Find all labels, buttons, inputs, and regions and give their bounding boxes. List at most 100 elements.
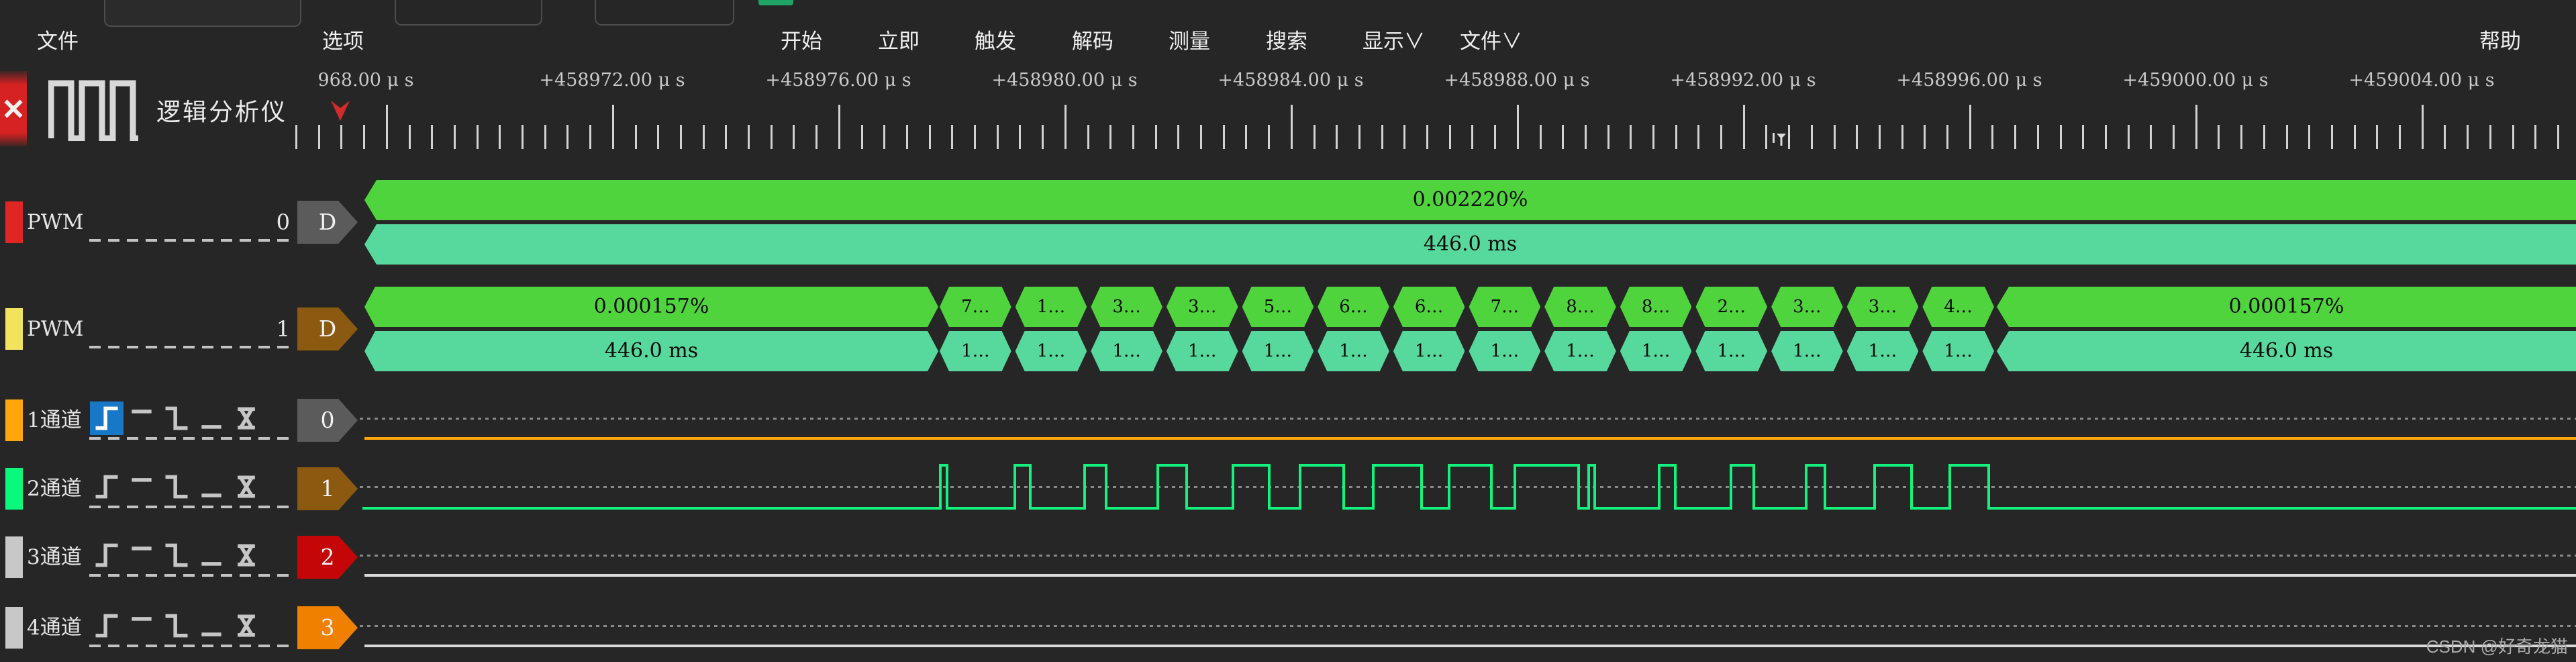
ruler-minor-tick	[1042, 125, 1044, 149]
toolbar-box-3[interactable]	[595, 0, 734, 26]
channel-tag[interactable]: 1	[297, 467, 358, 510]
toolbar-box-2[interactable]	[395, 0, 542, 26]
toolbar-green-indicator[interactable]	[758, 0, 793, 5]
ruler-minor-tick	[1223, 125, 1225, 149]
ruler-major-tick	[1517, 105, 1519, 149]
trigger-high-level-icon[interactable]	[125, 538, 158, 572]
ruler-minor-tick	[2489, 125, 2491, 149]
channel-tag-label: D	[318, 316, 337, 342]
ruler-minor-tick	[1155, 125, 1157, 149]
channel-waveform	[362, 463, 2576, 511]
ruler-minor-tick	[2014, 125, 2016, 149]
ruler-minor-tick	[1449, 125, 1451, 149]
ruler-minor-tick	[793, 125, 795, 149]
menu-item-measure[interactable]: 测量	[1169, 30, 1210, 53]
ruler-minor-tick	[2037, 125, 2039, 149]
pwm-duty-segment: 0.000157%	[1997, 287, 2576, 327]
ruler-minor-tick	[929, 125, 931, 149]
trigger-falling-edge-icon[interactable]	[160, 401, 193, 435]
trigger-falling-edge-icon[interactable]	[160, 609, 193, 643]
channel-tag-label: 2	[320, 544, 335, 570]
menu-item-trigger[interactable]: 触发	[975, 30, 1016, 53]
ruler-minor-tick	[861, 125, 863, 149]
ruler-timestamp: 968.00 μ s	[317, 70, 414, 91]
trigger-position-marker[interactable]	[331, 101, 350, 121]
ruler-minor-tick	[2286, 125, 2288, 149]
pwm-burst-period-cell: 1…	[1318, 331, 1389, 371]
ruler-minor-tick	[1314, 125, 1316, 149]
ruler-minor-tick	[1471, 125, 1473, 149]
ruler-minor-tick	[2512, 125, 2514, 149]
ruler-minor-tick	[499, 125, 501, 149]
channel-name-label: PWM	[27, 317, 84, 341]
channel-tag[interactable]: D	[297, 308, 358, 350]
channel-color-swatch[interactable]	[5, 201, 23, 243]
ruler-minor-tick	[1245, 125, 1247, 149]
ruler-minor-tick	[1630, 125, 1632, 149]
pwm-burst-period-cell: 1…	[1015, 331, 1087, 371]
close-button[interactable]	[0, 71, 27, 146]
trigger-rising-edge-icon[interactable]	[90, 538, 123, 572]
menu-item-display[interactable]: 显示∨	[1363, 30, 1425, 53]
menu-item-decode[interactable]: 解码	[1072, 30, 1113, 53]
channel-color-swatch[interactable]	[5, 607, 23, 649]
channel-color-swatch[interactable]	[5, 536, 23, 578]
trigger-any-edge-icon[interactable]	[230, 470, 263, 504]
menu-item-immediate[interactable]: 立即	[878, 30, 920, 53]
menu-item-search[interactable]: 搜索	[1266, 30, 1307, 53]
trigger-rising-edge-icon[interactable]	[90, 401, 123, 435]
menu-item-options[interactable]: 选项	[322, 30, 364, 53]
trigger-any-edge-icon[interactable]	[230, 401, 263, 435]
ruler-minor-tick	[1652, 125, 1654, 149]
trigger-high-level-icon[interactable]	[125, 401, 158, 435]
ruler-minor-tick	[2173, 125, 2175, 149]
menu-item-file-2[interactable]: 文件∨	[1460, 30, 1522, 53]
channel-tag[interactable]: 0	[297, 399, 358, 442]
ruler-minor-tick	[2240, 125, 2242, 149]
ruler-minor-tick	[635, 125, 637, 149]
trigger-high-level-icon[interactable]	[125, 470, 158, 504]
menu-item-file[interactable]: 文件	[37, 30, 79, 53]
pwm-burst-period-cell: 1…	[1922, 331, 1994, 371]
channel-color-swatch[interactable]	[5, 399, 23, 441]
ruler-minor-tick	[1879, 125, 1881, 149]
trigger-any-edge-icon[interactable]	[230, 538, 263, 572]
menu-item-help[interactable]: 帮助	[2479, 30, 2521, 53]
ruler-minor-tick	[1200, 125, 1202, 149]
sidebar-dashed-line	[89, 645, 293, 647]
ruler-minor-tick	[657, 125, 659, 149]
ruler-minor-tick	[1901, 125, 1903, 149]
trigger-low-level-icon[interactable]	[195, 538, 228, 572]
pwm-burst-duty-cell: 3…	[1847, 287, 1919, 327]
ruler-minor-tick	[544, 125, 546, 149]
trigger-falling-edge-icon[interactable]	[160, 538, 193, 572]
menu-item-start[interactable]: 开始	[781, 30, 822, 53]
trigger-falling-edge-icon[interactable]	[160, 470, 193, 504]
ruler-minor-tick	[1811, 125, 1813, 149]
time-cursor-marker[interactable]	[1773, 133, 1790, 148]
pwm-burst-period-cell: 1…	[1620, 331, 1692, 371]
channel-color-swatch[interactable]	[5, 308, 23, 350]
trigger-low-level-icon[interactable]	[195, 401, 228, 435]
ruler-minor-tick	[1403, 125, 1405, 149]
trigger-rising-edge-icon[interactable]	[90, 609, 123, 643]
pwm-burst-duty-cell: 6…	[1393, 287, 1465, 327]
ruler-minor-tick	[589, 125, 591, 149]
ruler-minor-tick	[906, 125, 908, 149]
trigger-low-level-icon[interactable]	[195, 470, 228, 504]
square-wave-logo-icon	[48, 80, 138, 141]
trigger-any-edge-icon[interactable]	[230, 609, 263, 643]
toolbar-box-1[interactable]	[104, 0, 301, 27]
channel-tag[interactable]: 2	[297, 536, 358, 579]
pwm-burst-duty-cell: 8…	[1544, 287, 1616, 327]
trigger-low-level-icon[interactable]	[195, 609, 228, 643]
channel-tag[interactable]: 3	[297, 606, 358, 649]
ruler-minor-tick	[1607, 125, 1609, 149]
watermark: CSDN @好奇龙猫	[2426, 636, 2568, 657]
channel-tag[interactable]: D	[297, 201, 358, 244]
pwm-burst-period-cell: 1…	[1544, 331, 1616, 371]
trigger-rising-edge-icon[interactable]	[90, 470, 123, 504]
channel-reference-line	[360, 418, 2576, 420]
trigger-high-level-icon[interactable]	[125, 609, 158, 643]
channel-color-swatch[interactable]	[5, 468, 23, 510]
